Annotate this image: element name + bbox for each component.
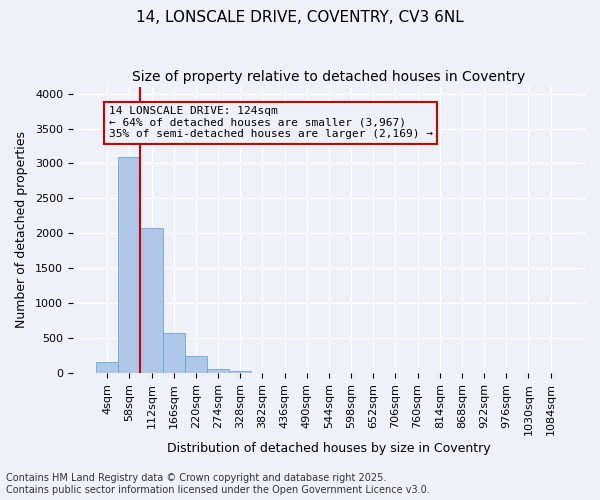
Bar [118, 156, 140, 374]
Text: 14, LONSCALE DRIVE, COVENTRY, CV3 6NL: 14, LONSCALE DRIVE, COVENTRY, CV3 6NL [136, 10, 464, 25]
Text: 14 LONSCALE DRIVE: 124sqm
← 64% of detached houses are smaller (3,967)
35% of se: 14 LONSCALE DRIVE: 124sqm ← 64% of detac… [109, 106, 433, 140]
Bar [251, 372, 274, 374]
Bar [229, 370, 251, 374]
Text: Contains HM Land Registry data © Crown copyright and database right 2025.
Contai: Contains HM Land Registry data © Crown c… [6, 474, 430, 495]
Bar [185, 356, 207, 374]
Bar [140, 228, 163, 374]
Bar [96, 362, 118, 374]
Bar [163, 334, 185, 374]
Bar [207, 369, 229, 374]
Y-axis label: Number of detached properties: Number of detached properties [15, 132, 28, 328]
Title: Size of property relative to detached houses in Coventry: Size of property relative to detached ho… [132, 70, 526, 84]
X-axis label: Distribution of detached houses by size in Coventry: Distribution of detached houses by size … [167, 442, 491, 455]
